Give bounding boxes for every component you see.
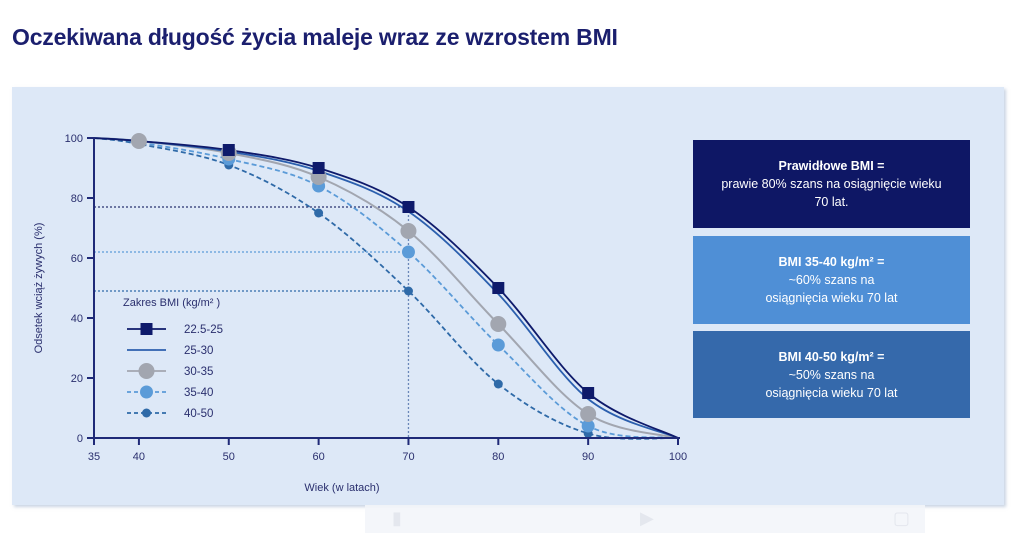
x-tick-label: 60 <box>312 451 324 463</box>
callout-head: BMI 40-50 kg/m² = <box>778 349 885 364</box>
callout-normal-bmi: Prawidłowe BMI = prawie 80% szans na osi… <box>693 140 970 228</box>
video-controls-overlay <box>365 505 925 533</box>
x-tick-label: 50 <box>223 451 235 463</box>
callout-head: Prawidłowe BMI = <box>778 159 885 173</box>
circle-marker <box>140 385 153 399</box>
callout-line: prawie 80% szans na osiągnięcie wieku <box>721 177 942 191</box>
x-tick-label: 40 <box>133 451 145 463</box>
circle-marker <box>490 316 507 332</box>
legend-label: 30-35 <box>184 366 213 378</box>
callout-line: osiągnięcia wieku 70 lat <box>765 291 898 305</box>
circle-marker <box>142 408 151 418</box>
y-tick-label: 0 <box>77 433 83 445</box>
survival-chart: 0 20 40 60 80 100 35 40 50 60 70 80 90 100 Wiek (w lat… <box>33 133 687 494</box>
square-marker <box>312 162 325 174</box>
callout-head: BMI 35-40 kg/m² = <box>778 255 885 269</box>
circle-marker <box>138 363 155 379</box>
series-line-40-50 <box>93 137 679 440</box>
legend-label: 22.5-25 <box>184 324 223 336</box>
callout-bmi-40-50: BMI 40-50 kg/m² = ~50% szans na osiągnię… <box>693 331 970 418</box>
callout-bmi-35-40: BMI 35-40 kg/m² = ~60% szans na osiągnię… <box>693 236 970 324</box>
callout-line: ~60% szans na <box>788 273 875 287</box>
volume-icon: ▮ <box>392 508 402 528</box>
circle-marker <box>491 338 505 352</box>
legend-item-22.5-25: 22.5-25 <box>127 323 223 336</box>
circle-marker <box>403 286 413 296</box>
legend-label: 35-40 <box>184 387 213 399</box>
fullscreen-icon: ▢ <box>893 508 911 528</box>
square-marker <box>222 144 235 156</box>
legend-item-40-50: 40-50 <box>127 408 213 420</box>
page-title: Oczekiwana długość życia maleje wraz ze … <box>12 24 618 50</box>
x-tick-label: 70 <box>402 451 414 463</box>
legend: Zakres BMI (kg/m² ) 22.5-25 25-30 30-35 35-4… <box>123 297 223 420</box>
square-marker <box>402 201 415 213</box>
circle-marker <box>581 419 595 433</box>
x-axis-label: Wiek (w latach) <box>304 482 379 494</box>
chart-panel: 0 20 40 60 80 100 35 40 50 60 70 80 90 100 Wiek (w lat… <box>12 87 1004 505</box>
callout-line: osiągnięcia wieku 70 lat <box>765 385 898 400</box>
circle-marker <box>401 245 415 259</box>
circle-marker <box>493 379 503 389</box>
legend-title: Zakres BMI (kg/m² ) <box>123 297 220 309</box>
square-marker <box>582 387 595 399</box>
x-tick-label: 90 <box>582 451 594 463</box>
y-tick-label: 100 <box>65 133 83 145</box>
y-tick-label: 40 <box>71 313 83 325</box>
legend-label: 40-50 <box>184 408 213 420</box>
callout-line: ~50% szans na <box>788 367 875 382</box>
square-marker <box>492 282 505 294</box>
x-tick-label: 100 <box>669 451 687 463</box>
circle-marker <box>580 406 597 422</box>
circle-marker <box>314 208 324 218</box>
y-tick-label: 60 <box>71 253 83 265</box>
callout-line: 70 lat. <box>814 195 849 209</box>
x-tick-label: 35 <box>88 451 100 463</box>
y-tick-label: 20 <box>71 373 83 385</box>
square-marker <box>140 323 153 335</box>
legend-label: 25-30 <box>184 345 213 357</box>
legend-item-25-30: 25-30 <box>127 345 213 357</box>
circle-marker <box>130 133 147 149</box>
play-icon: ▶ <box>640 508 654 528</box>
x-tick-label: 80 <box>492 451 504 463</box>
y-tick-label: 80 <box>71 193 83 205</box>
legend-item-35-40: 35-40 <box>127 385 213 399</box>
legend-item-30-35: 30-35 <box>127 363 213 379</box>
circle-marker <box>400 223 417 239</box>
series-line-35-40 <box>93 137 679 439</box>
y-axis-label: Odsetek wciąż żywych (%) <box>33 223 45 354</box>
